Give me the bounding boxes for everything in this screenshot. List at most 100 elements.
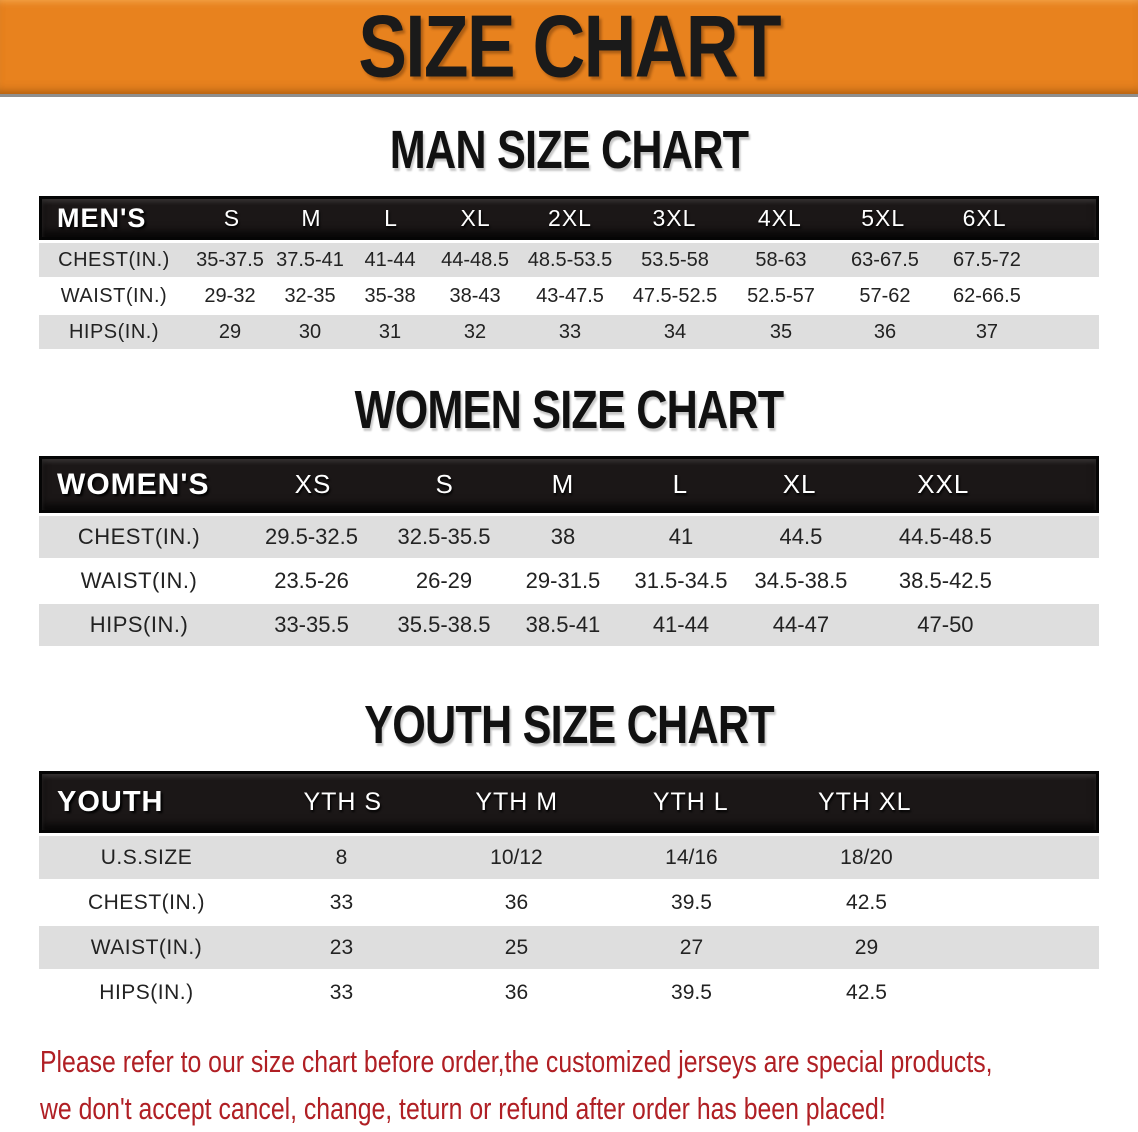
women-size-table: WOMEN'S XS S M L XL XXL CHEST(IN.) 29.5-32.5 32.5… <box>39 456 1099 646</box>
disclaimer-line-2: we don't accept cancel, change, teturn o… <box>40 1091 886 1126</box>
youth-section-title: YOUTH SIZE CHART <box>364 695 774 755</box>
size-value-cell: 48.5-53.5 <box>527 248 613 271</box>
size-value-cell: 38.5-42.5 <box>898 568 992 593</box>
women-section-title: WOMEN SIZE CHART <box>354 380 785 440</box>
size-column-header: XL <box>782 469 817 499</box>
size-value-cell: 36 <box>504 890 529 914</box>
size-value-cell: 39.5 <box>671 890 712 914</box>
size-value-cell: 39.5 <box>671 980 712 1004</box>
size-value-cell: 29.5-32.5 <box>265 524 358 549</box>
size-column-header: XL <box>460 204 491 231</box>
size-value-cell: 33 <box>329 890 354 914</box>
size-value-cell: 43-47.5 <box>536 284 604 307</box>
row-label: CHEST(IN.) <box>77 524 201 549</box>
row-label: HIPS(IN.) <box>99 980 194 1004</box>
row-label: WAIST(IN.) <box>80 568 198 593</box>
size-value-cell: 33-35.5 <box>274 612 349 637</box>
size-column-header: 3XL <box>652 204 697 231</box>
size-column-header: XS <box>294 469 332 499</box>
men-row-waistin: WAIST(IN.) 29-32 32-35 35-38 38-43 43-47.5 47.… <box>39 279 1099 313</box>
size-value-cell: 33 <box>329 980 354 1004</box>
size-column-header: YTH XL <box>817 787 912 816</box>
size-value-cell: 29-32 <box>204 284 256 307</box>
size-value-cell: 35 <box>769 320 793 343</box>
size-value-cell: 32-35 <box>284 284 336 307</box>
size-value-cell: 44-48.5 <box>441 248 509 271</box>
youth-size-table: YOUTH YTH S YTH M YTH L YTH XL U.S.SIZE 8 10/12… <box>39 771 1099 1014</box>
size-value-cell: 44-47 <box>772 612 830 637</box>
youth-row-waistin: WAIST(IN.) 23 25 27 29 <box>39 926 1099 969</box>
men-group-label: MEN'S <box>57 202 147 233</box>
size-value-cell: 41 <box>668 524 694 549</box>
size-value-cell: 31.5-34.5 <box>634 568 728 593</box>
size-column-header: 2XL <box>548 204 592 231</box>
row-label: U.S.SIZE <box>100 845 193 869</box>
size-value-cell: 38-43 <box>449 284 501 307</box>
row-label: WAIST(IN.) <box>60 284 168 307</box>
size-column-header: XXL <box>917 469 970 499</box>
page-title: SIZE CHART <box>358 0 781 96</box>
row-label: HIPS(IN.) <box>89 612 189 637</box>
size-value-cell: 42.5 <box>846 980 887 1004</box>
size-value-cell: 35.5-38.5 <box>397 612 491 637</box>
women-row-chestin: CHEST(IN.) 29.5-32.5 32.5-35.5 38 41 44.5 44.5… <box>39 516 1099 558</box>
size-column-header: M <box>551 469 575 499</box>
women-row-hipsin: HIPS(IN.) 33-35.5 35.5-38.5 38.5-41 41-44 44-… <box>39 604 1099 646</box>
size-value-cell: 25 <box>504 935 529 959</box>
disclaimer-line-1: Please refer to our size chart before or… <box>40 1044 993 1079</box>
size-value-cell: 29 <box>218 320 242 343</box>
size-column-header: YTH L <box>652 787 729 816</box>
size-value-cell: 42.5 <box>846 890 887 914</box>
size-value-cell: 38 <box>550 524 576 549</box>
size-value-cell: 47-50 <box>917 612 974 637</box>
size-column-header: S <box>435 469 454 499</box>
men-row-hipsin: HIPS(IN.) 29 30 31 32 33 34 35 36 37 <box>39 315 1099 349</box>
size-value-cell: 62-66.5 <box>953 284 1021 307</box>
size-value-cell: 26-29 <box>415 568 473 593</box>
size-value-cell: 36 <box>873 320 897 343</box>
size-column-header: S <box>223 204 241 231</box>
size-value-cell: 31 <box>378 320 402 343</box>
women-group-label: WOMEN'S <box>57 467 210 501</box>
size-column-header: YTH S <box>303 787 383 816</box>
size-value-cell: 53.5-58 <box>641 248 709 271</box>
size-value-cell: 14/16 <box>665 845 718 869</box>
banner: SIZE CHART <box>0 0 1138 97</box>
disclaimer: Please refer to our size chart before or… <box>40 1038 1138 1132</box>
size-value-cell: 33 <box>558 320 582 343</box>
size-value-cell: 23.5-26 <box>274 568 349 593</box>
row-label: CHEST(IN.) <box>87 890 205 914</box>
size-value-cell: 37 <box>975 320 999 343</box>
size-value-cell: 35-37.5 <box>196 248 264 271</box>
size-value-cell: 27 <box>679 935 704 959</box>
youth-row-chestin: CHEST(IN.) 33 36 39.5 42.5 <box>39 881 1099 924</box>
size-value-cell: 44.5 <box>779 524 823 549</box>
size-value-cell: 44.5-48.5 <box>898 524 992 549</box>
size-column-header: L <box>384 204 398 231</box>
size-value-cell: 30 <box>298 320 322 343</box>
size-value-cell: 38.5-41 <box>525 612 601 637</box>
size-value-cell: 36 <box>504 980 529 1004</box>
youth-row-ussize: U.S.SIZE 8 10/12 14/16 18/20 <box>39 836 1099 879</box>
size-value-cell: 34.5-38.5 <box>754 568 848 593</box>
size-value-cell: 10/12 <box>490 845 543 869</box>
size-value-cell: 8 <box>335 845 348 869</box>
size-column-header: 5XL <box>861 204 906 231</box>
size-value-cell: 34 <box>663 320 687 343</box>
size-value-cell: 67.5-72 <box>953 248 1021 271</box>
size-column-header: 4XL <box>757 204 802 231</box>
row-label: WAIST(IN.) <box>90 935 203 959</box>
youth-group-label: YOUTH <box>57 785 164 818</box>
size-value-cell: 41-44 <box>652 612 710 637</box>
size-value-cell: 35-38 <box>364 284 416 307</box>
size-value-cell: 41-44 <box>364 248 416 271</box>
size-value-cell: 23 <box>329 935 354 959</box>
men-header-bar: MEN'S S M L XL 2XL 3XL 4XL 5XL 6XL <box>39 196 1099 240</box>
men-size-table: MEN'S S M L XL 2XL 3XL 4XL 5XL 6XL CHEST(IN.) 35-37… <box>39 196 1099 349</box>
size-value-cell: 57-62 <box>859 284 911 307</box>
size-value-cell: 18/20 <box>840 845 893 869</box>
women-header-bar: WOMEN'S XS S M L XL XXL <box>39 456 1099 513</box>
youth-header-bar: YOUTH YTH S YTH M YTH L YTH XL <box>39 771 1099 833</box>
size-value-cell: 37.5-41 <box>276 248 344 271</box>
